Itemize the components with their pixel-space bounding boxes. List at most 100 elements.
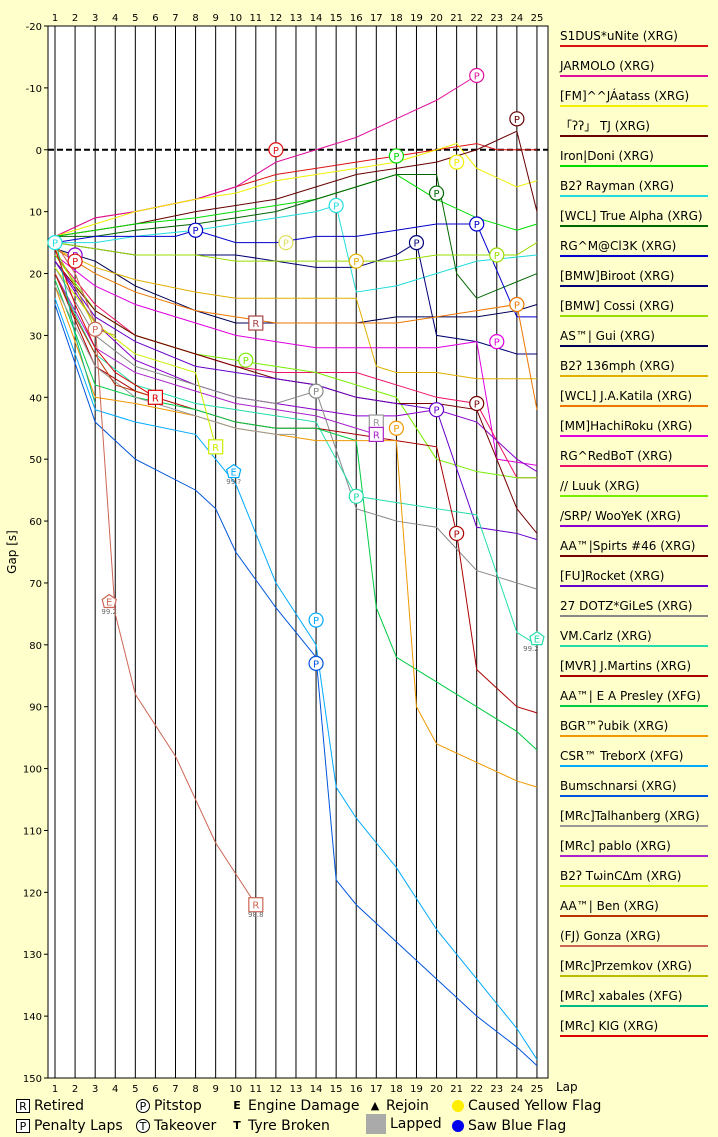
legend-entry-31: [MRc]Przemkov (XRG) bbox=[560, 959, 692, 973]
marker-label-27: P bbox=[52, 239, 58, 250]
y-tick-80: 80 bbox=[29, 641, 42, 652]
y-tick-100: 100 bbox=[23, 765, 42, 776]
marker-label-30: R bbox=[373, 418, 380, 429]
x-tick-bottom-15: 15 bbox=[330, 1084, 343, 1095]
series-line-24 bbox=[54, 298, 538, 1060]
x-tick-bottom-11: 11 bbox=[249, 1084, 262, 1095]
x-tick-bottom-17: 17 bbox=[370, 1084, 383, 1095]
marker-label-33: R bbox=[252, 901, 259, 912]
legend-entry-5: B2ʔ Rayman (XRG) bbox=[560, 179, 674, 193]
y-tick-10: 10 bbox=[29, 208, 42, 219]
marker-label-15: P bbox=[514, 300, 520, 311]
x-tick-top-6: 6 bbox=[152, 13, 158, 24]
x-tick-top-1: 1 bbox=[52, 13, 58, 24]
pitstop-marker-15 bbox=[509, 296, 525, 313]
pitstop-marker-4 bbox=[388, 148, 404, 164]
x-tick-bottom-7: 7 bbox=[172, 1084, 178, 1095]
pitstop-marker-10 bbox=[278, 234, 294, 251]
legend-entry-7: RG^M@Cl3K (XRG) bbox=[560, 239, 676, 253]
series-line-12 bbox=[54, 248, 538, 410]
x-tick-top-17: 17 bbox=[370, 13, 383, 24]
retired-marker-29 bbox=[147, 389, 164, 405]
y-tick-110: 110 bbox=[23, 826, 42, 837]
marker-label-32: R bbox=[212, 443, 219, 454]
y-tick--20: -20 bbox=[26, 22, 42, 33]
marker-label-7: P bbox=[193, 226, 199, 237]
legend-entry-28: B2ʔ TωinCΔm (XRG) bbox=[560, 869, 681, 883]
x-tick-bottom-1: 1 bbox=[52, 1084, 58, 1095]
x-tick-bottom-25: 25 bbox=[531, 1084, 544, 1095]
marker-label-31: R bbox=[373, 430, 380, 441]
pitstop-icon: P bbox=[136, 1099, 150, 1113]
marker-label-24: P bbox=[454, 529, 460, 540]
x-tick-top-2: 2 bbox=[72, 13, 78, 24]
legend-entry-10: AS™| Gui (XRG) bbox=[560, 329, 655, 343]
pitstop-marker-14 bbox=[67, 253, 83, 269]
x-tick-top-13: 13 bbox=[290, 13, 303, 24]
series-line-27 bbox=[54, 273, 377, 435]
marker-label-16: P bbox=[92, 325, 98, 336]
engine-damage-marker-35 bbox=[226, 463, 242, 479]
marker-label-11: P bbox=[494, 251, 500, 262]
annotation-3: 99.? bbox=[226, 478, 241, 486]
x-tick-top-9: 9 bbox=[212, 13, 218, 24]
y-tick-150: 150 bbox=[23, 1074, 42, 1085]
annotation-1: 98.8 bbox=[248, 911, 264, 919]
legend-entry-2: [FM]^^JÁatass (XRG) bbox=[560, 88, 689, 103]
series-line-28 bbox=[54, 267, 217, 447]
marker-label-3: P bbox=[454, 158, 460, 169]
marker-label-26: P bbox=[313, 659, 319, 670]
legend-penalty-laps-label: Penalty Laps bbox=[34, 1118, 123, 1134]
y-tick-120: 120 bbox=[23, 888, 42, 899]
blue-flag-icon bbox=[452, 1120, 464, 1132]
pitstop-marker-27 bbox=[47, 234, 63, 251]
retired-marker-32 bbox=[208, 439, 224, 455]
marker-label-12: P bbox=[353, 257, 359, 268]
x-tick-top-15: 15 bbox=[330, 13, 343, 24]
x-tick-top-11: 11 bbox=[249, 13, 262, 24]
lapped-icon bbox=[366, 1114, 386, 1134]
y-tick-90: 90 bbox=[29, 703, 42, 714]
x-tick-bottom-3: 3 bbox=[92, 1084, 98, 1095]
legend-entry-29: AA™| Ben (XRG) bbox=[560, 899, 659, 913]
legend-caused-yellow-flag: Caused Yellow Flag bbox=[452, 1098, 601, 1114]
y-tick-20: 20 bbox=[29, 270, 42, 281]
x-tick-top-23: 23 bbox=[490, 13, 503, 24]
legend-entry-13: [MM]HachiRoku (XRG) bbox=[560, 419, 692, 433]
x-tick-top-8: 8 bbox=[192, 13, 198, 24]
takeover-icon: T bbox=[136, 1119, 150, 1133]
pitstop-marker-19 bbox=[308, 383, 324, 399]
legend-entry-17: AA™|Spirts #46 (XRG) bbox=[560, 539, 695, 553]
pitstop-marker-1 bbox=[509, 111, 525, 127]
retired-marker-28 bbox=[248, 315, 264, 331]
legend-rejoin-label: Rejoin bbox=[386, 1098, 429, 1114]
legend-entry-0: S1DUS*uNite (XRG) bbox=[560, 29, 678, 43]
marker-label-23: P bbox=[353, 492, 359, 503]
legend-entry-3: 「ʔʔ」 TJ (XRG) bbox=[560, 119, 650, 133]
legend-entry-19: 27 DOTZ*GiLeS (XRG) bbox=[560, 599, 692, 613]
legend-entry-26: [MRc]Talhanberg (XRG) bbox=[560, 809, 700, 823]
legend-entry-14: RG^RedBoT (XRG) bbox=[560, 449, 672, 463]
pitstop-marker-17 bbox=[489, 334, 505, 350]
series-line-1 bbox=[54, 75, 477, 237]
x-tick-top-16: 16 bbox=[350, 13, 363, 24]
legend-saw-blue-flag-label: Saw Blue Flag bbox=[468, 1118, 567, 1134]
x-tick-top-24: 24 bbox=[511, 13, 524, 24]
marker-label-2: P bbox=[273, 146, 279, 157]
x-tick-top-18: 18 bbox=[390, 13, 403, 24]
x-tick-bottom-21: 21 bbox=[450, 1084, 463, 1095]
x-tick-bottom-16: 16 bbox=[350, 1084, 363, 1095]
pitstop-marker-16 bbox=[87, 321, 103, 337]
legend-entry-23: BGR™ʔubik (XRG) bbox=[560, 719, 668, 733]
retired-icon: R bbox=[16, 1099, 30, 1113]
engine-damage-icon: E bbox=[233, 1099, 241, 1112]
marker-label-18: P bbox=[243, 356, 249, 367]
marker-label-5: P bbox=[434, 189, 440, 200]
marker-label-22: P bbox=[393, 424, 399, 435]
pitstop-marker-6 bbox=[328, 197, 344, 214]
pitstop-marker-12 bbox=[348, 253, 364, 269]
series-line-31 bbox=[54, 248, 116, 336]
marker-label-19: P bbox=[313, 387, 319, 398]
series-line-6 bbox=[55, 174, 538, 299]
series-line-33 bbox=[54, 248, 156, 398]
